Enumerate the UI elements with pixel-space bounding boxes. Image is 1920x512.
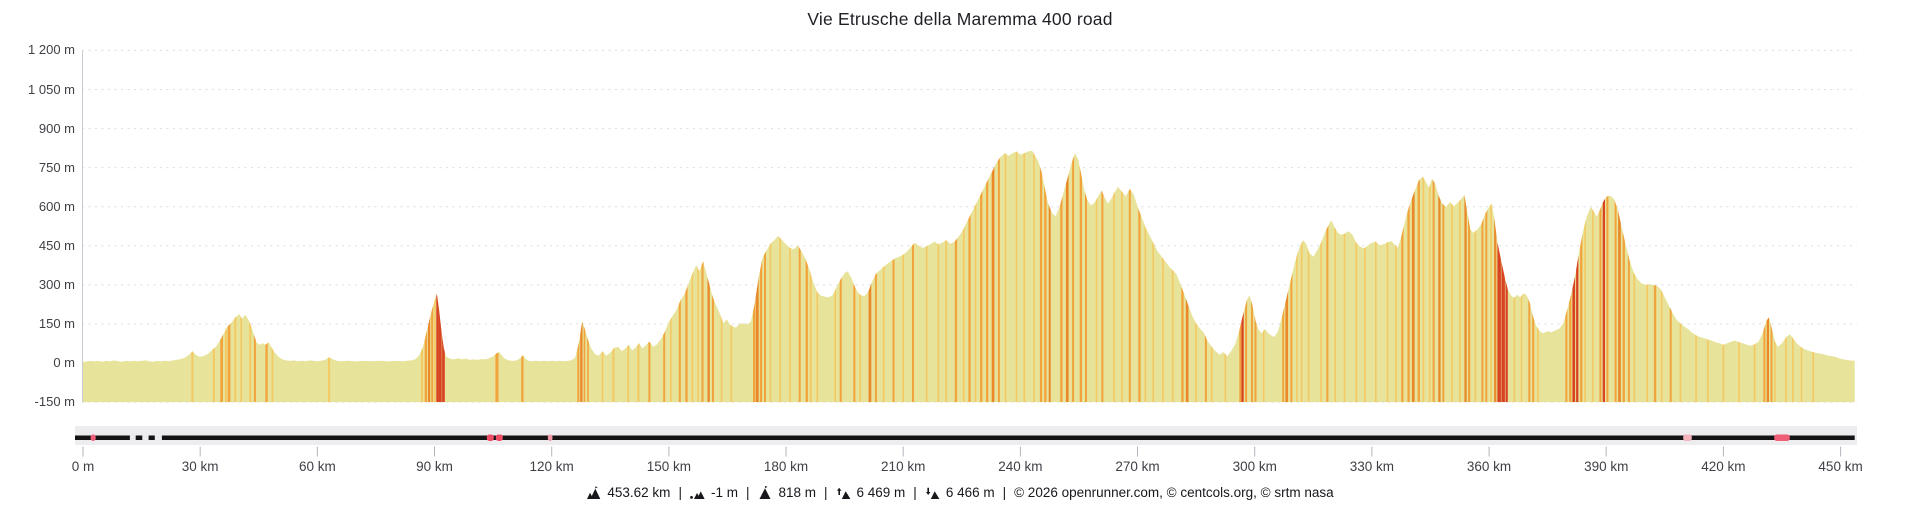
y-axis-label: 1 050 m xyxy=(28,81,75,97)
ascent-icon xyxy=(836,487,850,499)
stat-distance-value: 453.62 km xyxy=(607,485,671,500)
y-axis-label: 150 m xyxy=(38,315,75,331)
slider-range-line[interactable] xyxy=(148,435,155,441)
x-axis-label: 270 km xyxy=(1115,459,1160,474)
x-axis-ticks xyxy=(82,446,1842,457)
slider-range-line[interactable] xyxy=(135,435,143,441)
slider-marker[interactable] xyxy=(486,434,494,442)
x-axis-label: 390 km xyxy=(1584,459,1629,474)
y-axis-label: 450 m xyxy=(38,237,75,253)
slider-marker[interactable] xyxy=(495,434,503,442)
x-axis-label: 360 km xyxy=(1466,459,1512,474)
slider-marker[interactable] xyxy=(1683,434,1692,442)
copyright-text: © 2026 openrunner.com, © centcols.org, ©… xyxy=(1014,485,1334,500)
separator: | xyxy=(1002,485,1007,500)
stat-distance: 453.62 km xyxy=(586,485,670,500)
x-axis-label: 120 km xyxy=(529,459,574,474)
x-axis-label: 420 km xyxy=(1701,459,1746,474)
max-elevation-icon xyxy=(759,486,771,499)
descent-icon xyxy=(925,487,940,499)
slider-marker[interactable] xyxy=(1774,434,1790,442)
x-axis-label: 240 km xyxy=(998,459,1043,474)
x-axis-label: 150 km xyxy=(646,459,691,474)
stat-descent-value: 6 466 m xyxy=(945,485,995,500)
y-axis-label: 1 200 m xyxy=(28,42,75,58)
x-axis-label: 90 km xyxy=(416,459,453,474)
chart-title: Vie Etrusche della Maremma 400 road xyxy=(807,9,1113,29)
slider-marker[interactable] xyxy=(547,434,553,442)
x-axis-label: 300 km xyxy=(1232,459,1277,474)
min-elevation-icon xyxy=(690,491,705,499)
y-axis-label: 900 m xyxy=(38,120,75,136)
range-slider[interactable] xyxy=(75,426,1857,445)
separator: | xyxy=(824,485,828,500)
slider-range-line[interactable] xyxy=(75,435,130,441)
stat-min-elevation-value: -1 m xyxy=(710,485,738,500)
y-axis-label: 750 m xyxy=(38,159,75,175)
stat-ascent-value: 6 469 m xyxy=(856,485,906,500)
stat-descent: 6 466 m xyxy=(925,485,995,500)
route-stats-bar: 453.62 km | -1 m | 818 m | 6 469 m | 6 4… xyxy=(0,485,1920,500)
x-axis-label: 450 km xyxy=(1818,459,1863,474)
y-axis-label: -150 m xyxy=(34,394,75,410)
separator: | xyxy=(745,485,750,500)
distance-icon xyxy=(587,486,601,499)
y-axis-label: 600 m xyxy=(38,198,75,214)
slider-marker[interactable] xyxy=(90,434,96,442)
stat-ascent: 6 469 m xyxy=(836,485,906,500)
y-axis-label: 0 m xyxy=(53,355,75,370)
x-axis-label: 60 km xyxy=(298,459,336,474)
y-axis-label: 300 m xyxy=(38,276,75,292)
x-axis-label: 30 km xyxy=(181,459,219,474)
separator: | xyxy=(913,485,917,500)
stat-max-elevation-value: 818 m xyxy=(778,485,816,500)
slider-range-line[interactable] xyxy=(161,435,1855,441)
stat-min-elevation: -1 m xyxy=(690,485,738,500)
stat-max-elevation: 818 m xyxy=(757,485,816,500)
separator: | xyxy=(678,485,682,500)
x-axis-label: 330 km xyxy=(1349,459,1395,474)
x-axis-label: 180 km xyxy=(763,459,809,474)
x-axis-label: 210 km xyxy=(881,459,926,474)
x-axis-label: 0 m xyxy=(71,459,95,474)
